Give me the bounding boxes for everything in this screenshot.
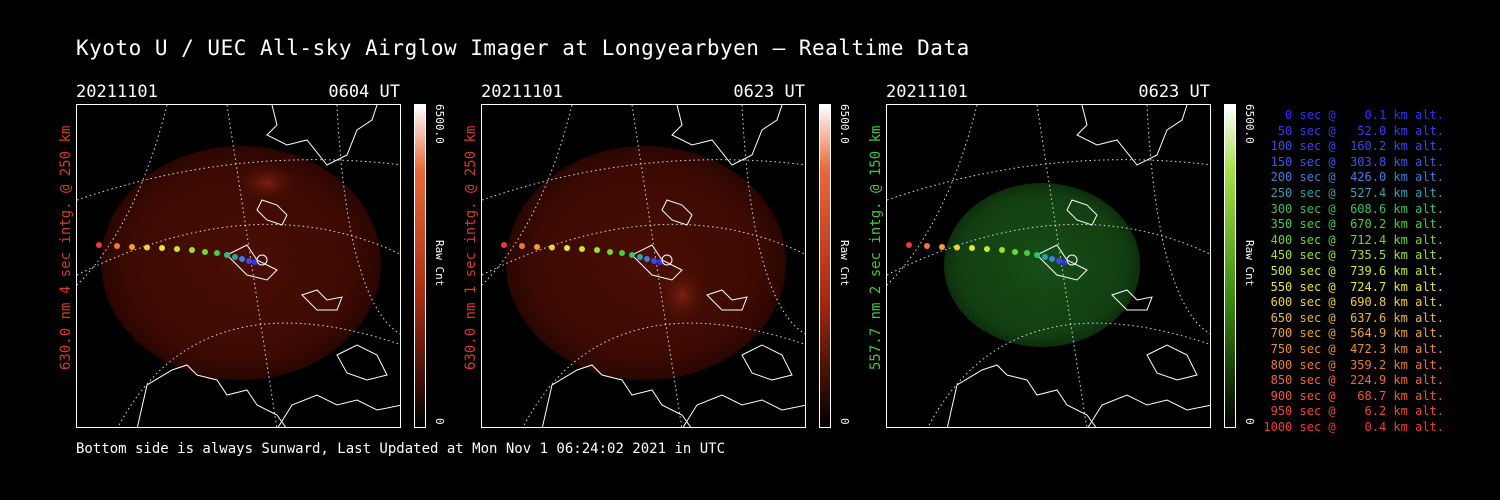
panel-2-time: 0623 UT — [733, 82, 805, 102]
airglow-field — [506, 146, 786, 380]
legend-row: 0 sec @ 0.1 km alt. — [1263, 108, 1444, 122]
airglow-bright-spot — [657, 265, 707, 325]
legend-row: 150 sec @ 303.8 km alt. — [1263, 154, 1444, 169]
panel-2-colorbar — [819, 104, 831, 428]
panel-2-wavelength-label: 630.0 nm 1 sec intg. @ 250 km — [463, 125, 479, 370]
footer-note: Bottom side is always Sunward, Last Upda… — [76, 441, 726, 457]
coastlines — [541, 105, 805, 427]
legend-row: 900 sec @ 68.7 km alt. — [1263, 388, 1444, 403]
legend-row: 300 sec @ 608.6 km alt. — [1263, 201, 1444, 216]
panel-1-image[interactable] — [76, 104, 401, 428]
legend-row: 50 sec @ 52.0 km alt. — [1263, 123, 1444, 138]
panel-3-time: 0623 UT — [1138, 82, 1210, 102]
panel-1-wavelength-label: 630.0 nm 4 sec intg. @ 250 km — [58, 125, 74, 370]
panel-3-wavelength-label: 557.7 nm 2 sec intg. @ 150 km — [868, 125, 884, 370]
legend-row: 1000 sec @ 0.4 km alt. — [1263, 419, 1444, 434]
panel-1-cbar-min: 0 — [433, 418, 446, 425]
legend-row: 600 sec @ 690.8 km alt. — [1263, 295, 1444, 310]
panel-3-cbar-unit: Raw Cnt — [1243, 240, 1256, 287]
lat-lon-grid — [887, 105, 1210, 427]
legend-row: 650 sec @ 637.6 km alt. — [1263, 310, 1444, 325]
panel-3-map — [887, 105, 1210, 427]
panel-1-cbar-max: 6500.0 — [433, 104, 446, 144]
legend-row: 200 sec @ 426.0 km alt. — [1263, 170, 1444, 185]
coastlines — [136, 105, 400, 427]
panel-2-image[interactable] — [481, 104, 806, 428]
track-dots — [96, 242, 268, 266]
panel-1-cbar-unit: Raw Cnt — [433, 240, 446, 287]
legend-row: 450 sec @ 735.5 km alt. — [1263, 248, 1444, 263]
legend-row: 750 sec @ 472.3 km alt. — [1263, 341, 1444, 356]
panel-2-cbar-max: 6500.0 — [838, 104, 851, 144]
panel-1-time: 0604 UT — [328, 82, 400, 102]
lat-lon-grid — [482, 105, 805, 427]
lat-lon-grid — [77, 105, 400, 427]
legend-row: 350 sec @ 670.2 km alt. — [1263, 217, 1444, 232]
panel-2-map — [482, 105, 805, 427]
panel-3-colorbar — [1224, 104, 1236, 428]
altitude-legend: 0 sec @ 0.1 km alt. 50 sec @ 52.0 km alt… — [1262, 108, 1444, 435]
panel-2-date: 20211101 — [481, 82, 563, 102]
panel-3-cbar-min: 0 — [1243, 418, 1256, 425]
panel-1-map — [77, 105, 400, 427]
panel-3-image[interactable] — [886, 104, 1211, 428]
airglow-bright-spot — [237, 163, 297, 203]
coastlines — [946, 105, 1210, 427]
legend-row: 400 sec @ 712.4 km alt. — [1263, 232, 1444, 247]
legend-row: 700 sec @ 564.9 km alt. — [1263, 326, 1444, 341]
airglow-field — [101, 146, 381, 380]
legend-row: 950 sec @ 6.2 km alt. — [1263, 404, 1444, 419]
legend-row: 550 sec @ 724.7 km alt. — [1263, 279, 1444, 294]
legend-row: 500 sec @ 739.6 km alt. — [1263, 263, 1444, 278]
panel-3-cbar-max: 6500.0 — [1243, 104, 1256, 144]
page-title: Kyoto U / UEC All-sky Airglow Imager at … — [76, 36, 970, 60]
panel-1-date: 20211101 — [76, 82, 158, 102]
panel-3-date: 20211101 — [886, 82, 968, 102]
panel-2-cbar-unit: Raw Cnt — [838, 240, 851, 287]
panel-2-cbar-min: 0 — [838, 418, 851, 425]
panel-1-colorbar — [414, 104, 426, 428]
track-dots — [501, 242, 673, 266]
track-dots — [906, 242, 1078, 266]
legend-row: 250 sec @ 527.4 km alt. — [1263, 185, 1444, 200]
legend-row: 850 sec @ 224.9 km alt. — [1263, 373, 1444, 388]
airglow-field — [944, 183, 1140, 347]
legend-row: 800 sec @ 359.2 km alt. — [1263, 357, 1444, 372]
legend-row: 100 sec @ 160.2 km alt. — [1263, 139, 1444, 154]
